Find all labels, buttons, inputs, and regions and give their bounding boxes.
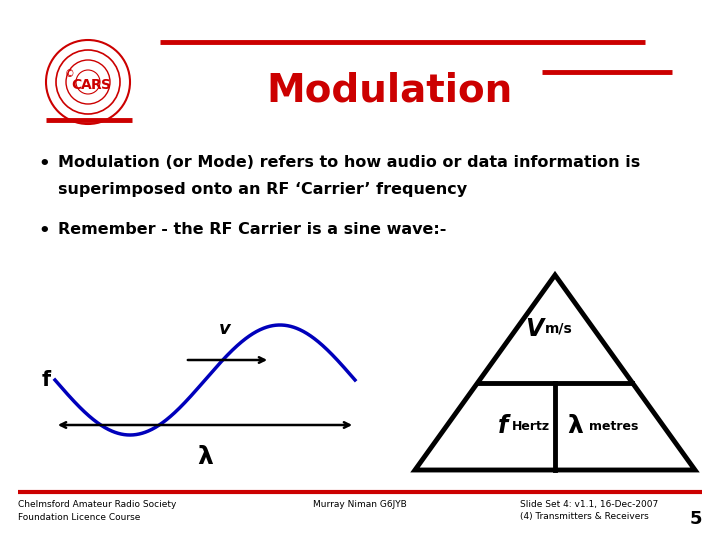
Text: λ: λ	[197, 445, 213, 469]
Text: v: v	[219, 320, 231, 338]
Text: V: V	[525, 317, 543, 341]
Text: m/s: m/s	[545, 322, 572, 336]
Text: R: R	[91, 78, 102, 92]
Text: Remember - the RF Carrier is a sine wave:-: Remember - the RF Carrier is a sine wave…	[58, 222, 446, 237]
Text: Chelmsford Amateur Radio Society
Foundation Licence Course: Chelmsford Amateur Radio Society Foundat…	[18, 500, 176, 522]
Text: 5: 5	[690, 510, 702, 528]
Text: f: f	[42, 370, 51, 390]
Text: •: •	[38, 155, 50, 173]
Text: Modulation: Modulation	[267, 71, 513, 109]
Text: S: S	[101, 78, 111, 92]
Text: ©: ©	[65, 69, 75, 79]
Text: A: A	[81, 78, 91, 92]
Text: Modulation (or Mode) refers to how audio or data information is: Modulation (or Mode) refers to how audio…	[58, 155, 640, 170]
Text: Slide Set 4: v1.1, 16-Dec-2007
(4) Transmitters & Receivers: Slide Set 4: v1.1, 16-Dec-2007 (4) Trans…	[520, 500, 658, 522]
Text: f: f	[498, 414, 508, 438]
Text: superimposed onto an RF ‘Carrier’ frequency: superimposed onto an RF ‘Carrier’ freque…	[58, 182, 467, 197]
Text: C: C	[71, 78, 81, 92]
Text: Hertz: Hertz	[511, 420, 549, 433]
Text: Murray Niman G6JYB: Murray Niman G6JYB	[313, 500, 407, 509]
Text: λ: λ	[567, 414, 584, 438]
Text: •: •	[38, 222, 50, 240]
Text: metres: metres	[588, 420, 638, 433]
